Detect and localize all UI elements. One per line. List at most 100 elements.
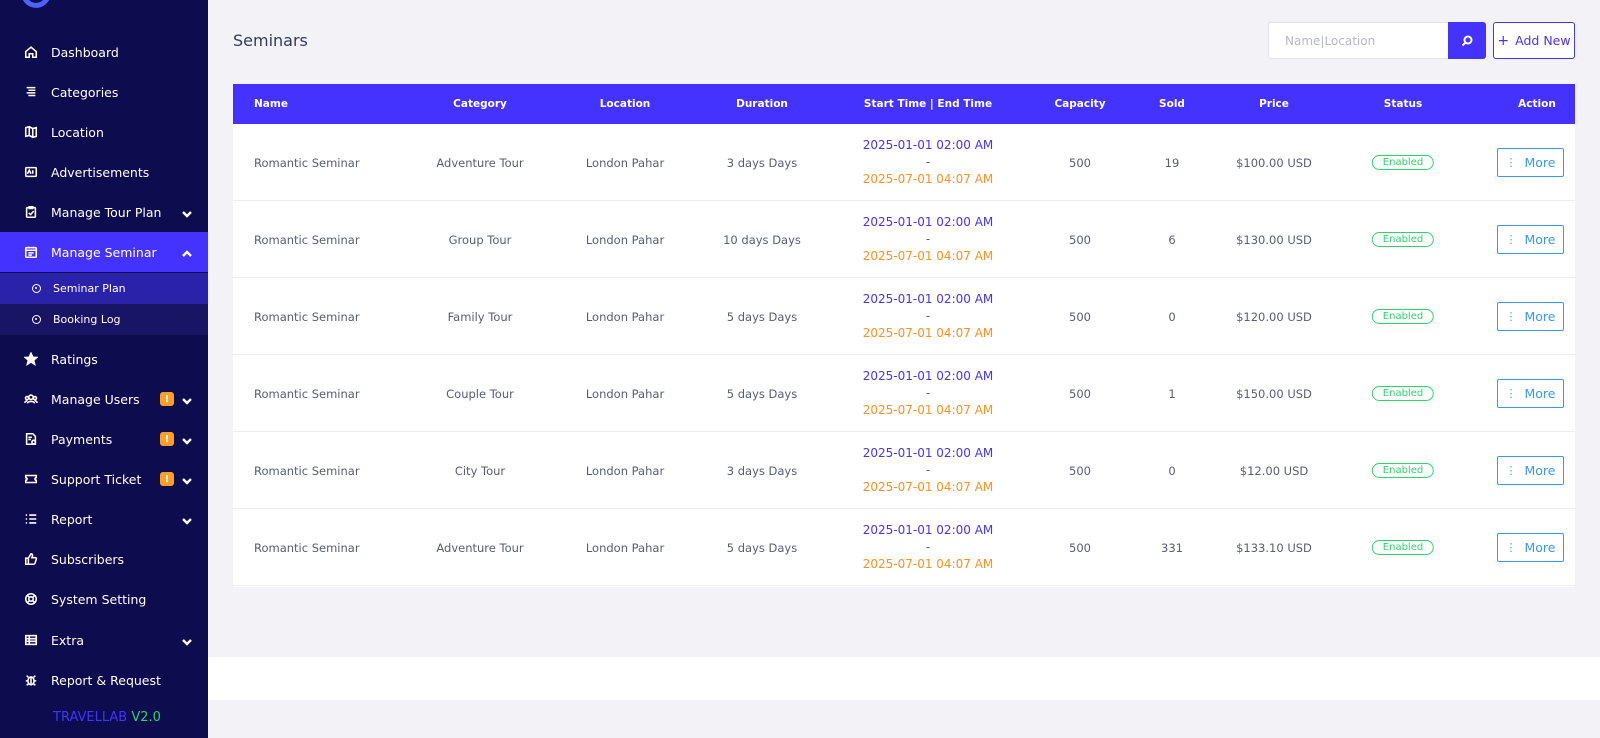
end-time: 2025-07-01 04:07 AM xyxy=(862,326,994,340)
sidebar-subitem-label: Booking Log xyxy=(53,313,121,326)
cell-time: 2025-01-01 02:00 AM - 2025-07-01 04:07 A… xyxy=(863,355,994,432)
footer xyxy=(208,657,1600,700)
column-header-location[interactable]: Location xyxy=(599,98,651,110)
table-row: Romantic Seminar Adventure Tour London P… xyxy=(233,509,1575,586)
column-header-name[interactable]: Name xyxy=(254,98,288,110)
status-badge: Enabled xyxy=(1371,309,1435,324)
column-header-category[interactable]: Category xyxy=(453,98,507,110)
sidebar-item-manage-users[interactable]: Manage Users ! xyxy=(0,379,208,419)
chevron-down-icon[interactable] xyxy=(182,434,192,445)
table-row: Romantic Seminar Couple Tour London Paha… xyxy=(233,355,1575,432)
cell-name: Romantic Seminar xyxy=(254,386,360,401)
cell-category: Family Tour xyxy=(447,309,513,324)
more-label: More xyxy=(1524,463,1556,478)
end-time: 2025-07-01 04:07 AM xyxy=(862,403,994,417)
more-button[interactable]: ⋮ More xyxy=(1497,302,1564,331)
sidebar-item-label: Report xyxy=(51,511,93,527)
column-header-price[interactable]: Price xyxy=(1259,98,1289,110)
sidebar-item-label: Payments xyxy=(51,431,113,447)
end-time: 2025-07-01 04:07 AM xyxy=(862,249,994,263)
chevron-down-icon[interactable] xyxy=(182,394,192,405)
chevron-down-icon[interactable] xyxy=(182,474,192,485)
circle-dot-icon xyxy=(32,284,41,293)
categories-icon xyxy=(23,84,39,100)
vertical-dots-icon: ⋮ xyxy=(1505,310,1517,323)
time-separator: - xyxy=(925,232,931,246)
end-time: 2025-07-01 04:07 AM xyxy=(862,172,994,186)
cell-capacity: 500 xyxy=(1069,540,1091,555)
start-time: 2025-01-01 02:00 AM xyxy=(862,446,994,460)
status-badge: Enabled xyxy=(1371,155,1435,170)
calendar-icon xyxy=(23,244,39,260)
cell-duration: 5 days Days xyxy=(726,386,798,401)
column-header-status[interactable]: Status xyxy=(1383,98,1423,110)
cell-time: 2025-01-01 02:00 AM - 2025-07-01 04:07 A… xyxy=(863,432,994,509)
ad-icon xyxy=(23,164,39,180)
sidebar-item-label: Location xyxy=(51,124,104,140)
column-header-duration[interactable]: Duration xyxy=(736,98,788,110)
sidebar-subitem-label: Seminar Plan xyxy=(53,282,126,295)
end-time: 2025-07-01 04:07 AM xyxy=(862,480,994,494)
sidebar-item-label: Extra xyxy=(51,632,84,648)
more-button[interactable]: ⋮ More xyxy=(1497,533,1564,562)
cell-category: Adventure Tour xyxy=(436,540,524,555)
cell-category: Group Tour xyxy=(448,232,512,247)
sidebar-item-report[interactable]: Report xyxy=(0,499,208,539)
sidebar-item-advertisements[interactable]: Advertisements xyxy=(0,152,208,192)
chevron-down-icon[interactable] xyxy=(182,514,192,525)
sidebar-item-manage-seminar[interactable]: Manage Seminar xyxy=(0,232,208,272)
sidebar: Dashboard Categories Location Advertisem… xyxy=(0,0,208,738)
sidebar-item-subscribers[interactable]: Subscribers xyxy=(0,539,208,579)
sidebar-item-payments[interactable]: Payments ! xyxy=(0,419,208,459)
cell-time: 2025-01-01 02:00 AM - 2025-07-01 04:07 A… xyxy=(863,124,994,201)
column-header-capacity[interactable]: Capacity xyxy=(1054,98,1106,110)
chevron-down-icon[interactable] xyxy=(182,207,192,218)
column-header-sold[interactable]: Sold xyxy=(1159,98,1185,110)
cell-location: London Pahar xyxy=(585,386,665,401)
chevron-up-icon[interactable] xyxy=(182,247,192,257)
status-badge: Enabled xyxy=(1371,463,1435,478)
sidebar-item-report-request[interactable]: Report & Request xyxy=(0,660,208,700)
sidebar-item-location[interactable]: Location xyxy=(0,112,208,152)
sidebar-item-label: Manage Users xyxy=(51,391,140,407)
more-button[interactable]: ⋮ More xyxy=(1497,225,1564,254)
time-separator: - xyxy=(925,155,931,169)
vertical-dots-icon: ⋮ xyxy=(1505,233,1517,246)
sidebar-item-categories[interactable]: Categories xyxy=(0,72,208,112)
more-button[interactable]: ⋮ More xyxy=(1497,148,1564,177)
status-badge: Enabled xyxy=(1371,386,1435,401)
add-new-button[interactable]: + Add New xyxy=(1493,22,1575,59)
sidebar-item-extra[interactable]: Extra xyxy=(0,620,208,660)
cell-status: Enabled xyxy=(1371,201,1435,278)
cell-sold: 0 xyxy=(1168,309,1176,324)
search-input[interactable] xyxy=(1268,22,1449,59)
sidebar-item-manage-tour-plan[interactable]: Manage Tour Plan xyxy=(0,192,208,232)
search-button[interactable] xyxy=(1448,22,1486,59)
table-row: Romantic Seminar Adventure Tour London P… xyxy=(233,124,1575,201)
version-brand: TRAVELLAB xyxy=(53,710,128,725)
alert-badge: ! xyxy=(160,432,174,446)
sidebar-item-ratings[interactable]: Ratings xyxy=(0,339,208,379)
more-label: More xyxy=(1524,309,1556,324)
cell-time: 2025-01-01 02:00 AM - 2025-07-01 04:07 A… xyxy=(863,278,994,355)
more-label: More xyxy=(1524,155,1556,170)
start-time: 2025-01-01 02:00 AM xyxy=(862,215,994,229)
sidebar-item-support-ticket[interactable]: Support Ticket ! xyxy=(0,459,208,499)
sidebar-subitem-seminar-plan[interactable]: Seminar Plan xyxy=(0,273,208,304)
table-row: Romantic Seminar City Tour London Pahar … xyxy=(233,432,1575,509)
sidebar-item-dashboard[interactable]: Dashboard xyxy=(0,32,208,72)
sidebar-item-system-setting[interactable]: System Setting xyxy=(0,579,208,619)
cell-location: London Pahar xyxy=(585,155,665,170)
version-number: V2.0 xyxy=(131,710,161,725)
column-header-time[interactable]: Start Time | End Time xyxy=(863,98,993,110)
time-separator: - xyxy=(925,309,931,323)
more-button[interactable]: ⋮ More xyxy=(1497,379,1564,408)
thumbs-up-icon xyxy=(23,551,39,567)
more-button[interactable]: ⋮ More xyxy=(1497,456,1564,485)
more-label: More xyxy=(1524,386,1556,401)
chevron-down-icon[interactable] xyxy=(182,635,192,646)
bug-icon xyxy=(23,672,39,688)
cell-sold: 19 xyxy=(1164,155,1180,170)
ticket-icon xyxy=(23,471,39,487)
sidebar-subitem-booking-log[interactable]: Booking Log xyxy=(0,304,208,335)
